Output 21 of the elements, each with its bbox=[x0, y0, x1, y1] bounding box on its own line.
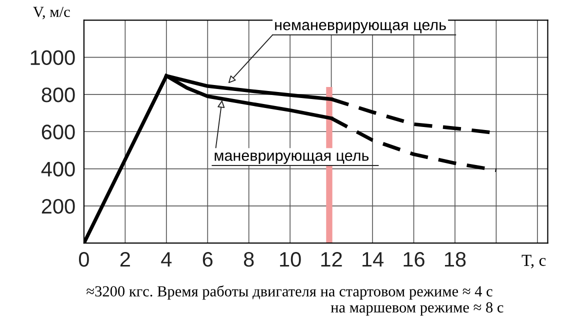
y-tick-label: 600 bbox=[42, 124, 75, 140]
y-tick-label: 1000 bbox=[30, 50, 75, 66]
text: ≈3200 кгс. Время работы двигателя на стартовом режиме ≈ 4 с bbox=[86, 285, 492, 300]
x-tick-label: 8 bbox=[244, 252, 254, 267]
x-tick-label: 2 bbox=[120, 252, 130, 267]
x-tick-label: 16 bbox=[404, 252, 424, 267]
y-tick-label: 800 bbox=[42, 87, 75, 102]
x-tick-label: 10 bbox=[280, 252, 301, 267]
y-axis-title: V, м/с bbox=[33, 6, 70, 20]
annotation: маневрирующая цель bbox=[214, 152, 369, 164]
x-tick-label: 6 bbox=[202, 252, 213, 267]
x-tick-label: 0 bbox=[78, 252, 89, 267]
x-tick-label: 4 bbox=[161, 252, 172, 267]
x-tick-label: 14 bbox=[362, 252, 384, 267]
text: на маршевом режиме ≈ 8 с bbox=[330, 302, 504, 316]
x-tick-label: 12 bbox=[321, 252, 342, 267]
y-tick-label: 400 bbox=[41, 162, 75, 177]
x-tick-label: 18 bbox=[444, 252, 466, 267]
x-axis-title: T, с bbox=[522, 254, 546, 268]
y-tick-label: 200 bbox=[42, 198, 75, 214]
annotation: неманеврирующая цель bbox=[275, 22, 446, 34]
